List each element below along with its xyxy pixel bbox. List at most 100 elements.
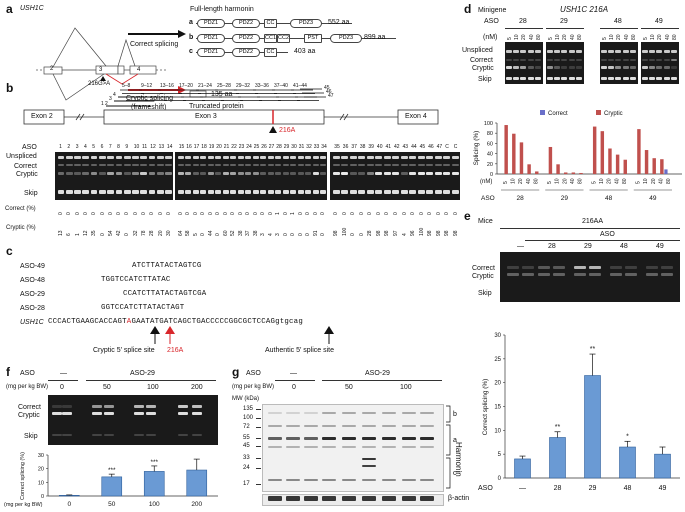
d-bar-cryptic	[652, 158, 656, 174]
seq-mutation: A	[126, 318, 132, 326]
blot-band	[362, 496, 376, 501]
d-band-unspliced	[561, 50, 568, 53]
band-correct	[383, 164, 391, 166]
band-correct	[320, 164, 326, 166]
band-unspliced	[358, 156, 366, 159]
aso-48-name: ASO-48	[20, 277, 45, 284]
aso-range-label: 4	[113, 92, 116, 98]
band-correct	[358, 164, 366, 166]
blot-band	[322, 437, 336, 440]
d-y-tick-label: 100	[484, 121, 493, 127]
d-x-conc-label: 10	[599, 178, 605, 184]
e-significance: **	[555, 424, 561, 431]
band-unspliced	[297, 156, 304, 159]
d-band-skip	[506, 77, 512, 80]
d-band-skip	[575, 77, 582, 80]
mw-marker-label: 100	[243, 415, 254, 421]
band-cryptic	[305, 172, 311, 175]
band-skip	[115, 190, 123, 194]
band-cryptic	[123, 172, 131, 175]
d-y-axis-title: Splicing (%)	[473, 131, 480, 166]
domain-pdz3: PDZ3	[290, 19, 322, 28]
f-y-tick-label: 20	[38, 467, 44, 473]
band-unspliced	[237, 156, 244, 159]
band-cryptic	[74, 172, 81, 175]
band-unspliced	[148, 156, 156, 159]
blot-band	[362, 458, 376, 460]
band-skip	[200, 190, 206, 194]
d-band-skip	[608, 77, 615, 80]
band-unspliced	[123, 156, 131, 159]
d-band-unspliced	[601, 50, 607, 53]
d-band-skip	[554, 77, 561, 80]
aso-29-name: ASO-29	[20, 291, 45, 298]
blot-band	[268, 412, 282, 414]
band-cryptic	[245, 172, 251, 175]
e-y-tick-label: 0	[498, 476, 502, 482]
d-label-skip: Skip	[478, 76, 492, 83]
d-bar-correct	[664, 169, 668, 174]
band-skip	[332, 190, 340, 194]
mice-label: Mice	[478, 218, 493, 225]
band-correct	[230, 164, 236, 166]
band-cryptic	[65, 172, 73, 175]
d-band-skip	[561, 77, 568, 80]
e-band-correct	[646, 266, 658, 269]
panel-g-aso: ASO	[246, 370, 261, 377]
band-cryptic	[392, 172, 400, 175]
d-legend-correct: Correct	[548, 111, 568, 117]
band-cryptic	[426, 172, 434, 175]
d-band-unspliced	[608, 50, 615, 53]
cryptic-site-label: Cryptic 5′ splice site	[93, 347, 155, 354]
domain-pst: PST	[304, 34, 322, 43]
exon4-label: Exon 4	[405, 113, 427, 120]
aso-range-label: 33–36	[255, 83, 269, 89]
gel-lane-aso: 32	[306, 144, 312, 150]
d-x-conc-label: 5	[503, 181, 509, 184]
isoform-a-size: 552 aa	[328, 19, 350, 26]
f-band-cryptic	[134, 412, 144, 415]
blot-band	[342, 479, 356, 481]
band-unspliced	[57, 156, 65, 159]
d-band-unspliced	[575, 50, 582, 53]
band-correct	[215, 164, 221, 166]
e-band-correct	[661, 266, 673, 269]
f-y-axis-title: Correct splicing (%)	[20, 452, 26, 500]
band-correct	[434, 164, 442, 166]
f-x-tick-label: 100	[149, 501, 160, 508]
band-skip	[98, 190, 106, 194]
blot-band	[342, 437, 356, 440]
panel-d-aso: ASO	[484, 18, 499, 25]
band-cryptic	[165, 172, 172, 175]
band-skip	[74, 190, 81, 194]
band-cryptic	[349, 172, 357, 175]
d-band-unspliced	[527, 50, 534, 53]
d-band-cryptic	[622, 66, 629, 69]
band-skip	[192, 190, 199, 194]
band-unspliced	[245, 156, 251, 159]
f-band-skip	[62, 434, 72, 436]
band-correct	[222, 164, 229, 166]
d-band-unspliced	[656, 50, 663, 53]
d-bar-cryptic	[556, 164, 560, 174]
band-skip	[90, 190, 98, 194]
aso-49-name: ASO-49	[20, 263, 45, 270]
band-skip	[305, 190, 311, 194]
gel-lane-aso: 29	[283, 144, 290, 150]
d-x-conc-label: 40	[614, 178, 620, 184]
aso-range-label: 5–8	[122, 83, 131, 89]
band-unspliced	[375, 156, 383, 159]
f-y-tick-label: 10	[38, 480, 44, 486]
blot-band	[268, 425, 282, 427]
d-label-correct: Correct	[470, 57, 493, 64]
blot-band	[342, 446, 356, 448]
gel-lane-aso: 40	[376, 144, 383, 150]
blot-band	[286, 446, 300, 448]
blot-band	[304, 446, 318, 448]
gel-lane-aso: 47	[436, 144, 443, 150]
band-correct	[443, 164, 451, 166]
gel-lane-aso: 41	[385, 144, 392, 150]
d-band-correct	[520, 59, 527, 61]
d-x-conc-label: 20	[562, 178, 568, 184]
ush1c-gene-label: USH1C	[20, 319, 44, 326]
